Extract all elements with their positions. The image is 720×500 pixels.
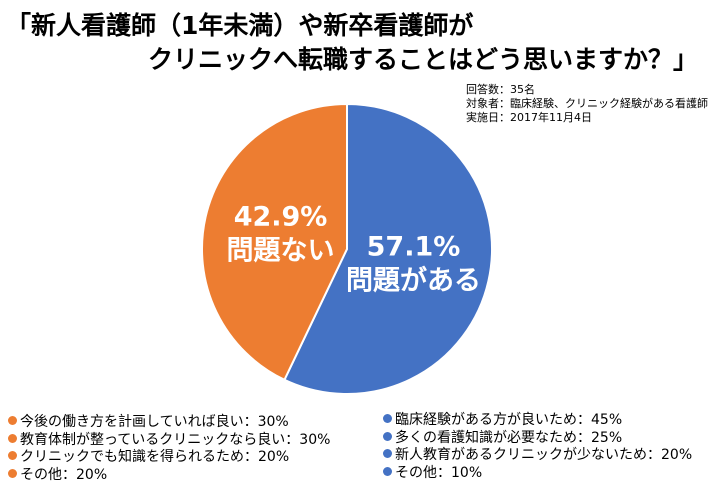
legend-dot-icon	[8, 451, 17, 460]
pie-slice	[283, 102, 493, 395]
legend-dot-icon	[8, 433, 17, 443]
legend-item: その他：10%	[383, 465, 692, 483]
slice-percent-label: 57.1%	[367, 232, 461, 263]
legend-dot-icon	[8, 416, 17, 425]
chart-title-line1: 「新人看護師（1年未満）や新卒看護師が	[6, 11, 474, 40]
chart-title-line2: クリニックへ転職することはどう思いますか？」	[147, 45, 698, 74]
legend-right: 臨床経験がある方が良いため：45% 多くの看護知識が必要なため：25% 新人教育…	[383, 412, 692, 482]
legend-item: 新人教育があるクリニックが少ないため：20%	[383, 447, 692, 465]
survey-meta: 回答数：35名 対象者：臨床経験、クリニック経験がある看護師 実施日：2017年…	[466, 83, 708, 125]
legend-dot-icon	[8, 468, 17, 478]
slice-category-label: 問題がある	[346, 265, 481, 297]
legend-item: 今後の働き方を計画していれば良い：30%	[8, 414, 330, 432]
slice-category-label: 問題ない	[227, 235, 335, 266]
slice-percent-label: 42.9%	[234, 201, 328, 232]
legend-dot-icon	[383, 449, 392, 458]
legend-item: 教育体制が整っているクリニックなら良い：30%	[8, 432, 330, 450]
meta-respondents: 回答数：35名	[466, 83, 535, 96]
legend-item: クリニックでも知識を得られるため：20%	[8, 449, 330, 467]
legend-dot-icon	[383, 431, 392, 441]
legend-dot-icon	[383, 414, 392, 423]
legend-left: 今後の働き方を計画していれば良い：30% 教育体制が整っているクリニックなら良い…	[8, 414, 330, 484]
pie-slice	[201, 102, 348, 382]
meta-target: 対象者：臨床経験、クリニック経験がある看護師	[466, 97, 708, 110]
legend-item: 多くの看護知識が必要なため：25%	[383, 430, 692, 448]
legend-item: その他：20%	[8, 467, 330, 485]
legend-item: 臨床経験がある方が良いため：45%	[383, 412, 692, 430]
meta-date: 実施日：2017年11月4日	[466, 111, 592, 124]
legend-dot-icon	[383, 466, 392, 476]
